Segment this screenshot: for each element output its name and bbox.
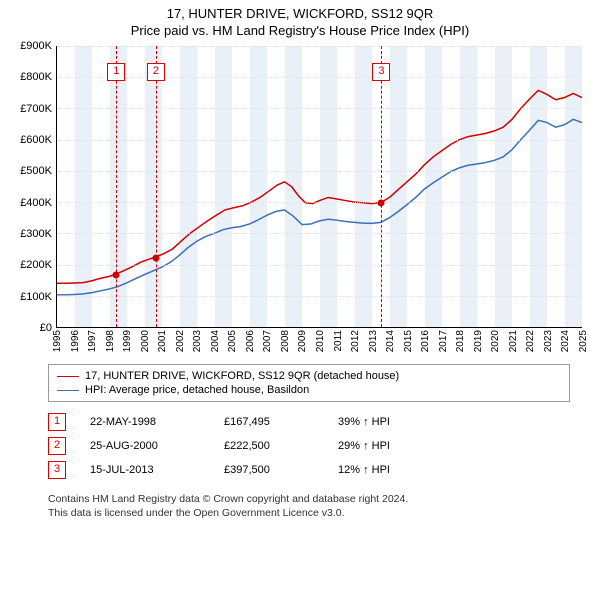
sale-dot <box>113 271 120 278</box>
x-tick-label: 2011 <box>333 330 344 352</box>
plot-area: 1 2 3 <box>56 46 582 328</box>
footnote-line: Contains HM Land Registry data © Crown c… <box>48 492 570 506</box>
x-tick-label: 2021 <box>508 330 519 352</box>
y-tick-label: £600K <box>8 134 52 146</box>
x-tick-label: 2009 <box>297 330 308 352</box>
gridline <box>57 46 582 47</box>
sale-date: 15-JUL-2013 <box>90 464 200 476</box>
x-tick-label: 2019 <box>473 330 484 352</box>
x-tick-label: 2018 <box>455 330 466 352</box>
sale-date: 25-AUG-2000 <box>90 440 200 452</box>
x-tick-label: 2006 <box>245 330 256 352</box>
gridline <box>57 171 582 172</box>
sale-index-box: 3 <box>48 461 66 479</box>
x-tick-label: 2016 <box>420 330 431 352</box>
x-tick-label: 2007 <box>262 330 273 352</box>
series-price_paid <box>57 90 582 283</box>
gridline <box>57 202 582 203</box>
sales-row: 2 25-AUG-2000 £222,500 29% ↑ HPI <box>48 434 570 458</box>
legend-item: 17, HUNTER DRIVE, WICKFORD, SS12 9QR (de… <box>57 369 561 383</box>
x-tick-label: 2017 <box>438 330 449 352</box>
sale-dot <box>378 199 385 206</box>
sale-price: £167,495 <box>224 416 314 428</box>
x-tick-label: 2013 <box>368 330 379 352</box>
x-tick-label: 2001 <box>157 330 168 352</box>
page-title: 17, HUNTER DRIVE, WICKFORD, SS12 9QR <box>0 6 600 21</box>
y-tick-label: £200K <box>8 259 52 271</box>
price-chart: £0 £100K £200K £300K £400K £500K £600K £700K £80… <box>8 46 588 356</box>
x-tick-label: 2002 <box>175 330 186 352</box>
sale-marker-line <box>116 46 117 327</box>
x-tick-label: 2015 <box>403 330 414 352</box>
y-tick-label: £800K <box>8 71 52 83</box>
footnote-line: This data is licensed under the Open Gov… <box>48 506 570 520</box>
gridline <box>57 140 582 141</box>
x-tick-label: 2023 <box>543 330 554 352</box>
x-axis: 1995199619971998199920002001200220032004… <box>56 328 582 356</box>
x-tick-label: 2020 <box>490 330 501 352</box>
y-tick-label: £500K <box>8 165 52 177</box>
sale-index-box: 1 <box>48 413 66 431</box>
x-tick-label: 2008 <box>280 330 291 352</box>
license-footnote: Contains HM Land Registry data © Crown c… <box>48 492 570 520</box>
page-subtitle: Price paid vs. HM Land Registry's House … <box>0 23 600 38</box>
y-tick-label: £400K <box>8 197 52 209</box>
sales-row: 3 15-JUL-2013 £397,500 12% ↑ HPI <box>48 458 570 482</box>
gridline <box>57 233 582 234</box>
x-tick-label: 2014 <box>385 330 396 352</box>
sale-price: £222,500 <box>224 440 314 452</box>
y-tick-label: £300K <box>8 228 52 240</box>
series-hpi <box>57 119 582 294</box>
sales-row: 1 22-MAY-1998 £167,495 39% ↑ HPI <box>48 410 570 434</box>
gridline <box>57 77 582 78</box>
x-tick-label: 2000 <box>140 330 151 352</box>
x-tick-label: 2004 <box>210 330 221 352</box>
x-tick-label: 2025 <box>578 330 589 352</box>
x-tick-label: 1995 <box>52 330 63 352</box>
legend-item: HPI: Average price, detached house, Basi… <box>57 383 561 397</box>
legend-swatch <box>57 390 79 391</box>
sales-table: 1 22-MAY-1998 £167,495 39% ↑ HPI 2 25-AUG-200… <box>48 410 570 482</box>
x-tick-label: 2022 <box>525 330 536 352</box>
x-tick-label: 2012 <box>350 330 361 352</box>
sale-dot <box>152 254 159 261</box>
gridline <box>57 296 582 297</box>
sale-marker-line <box>156 46 157 327</box>
sale-price: £397,500 <box>224 464 314 476</box>
x-tick-label: 1997 <box>87 330 98 352</box>
x-tick-label: 2010 <box>315 330 326 352</box>
x-tick-label: 1998 <box>105 330 116 352</box>
series-svg <box>57 46 582 327</box>
y-tick-label: £100K <box>8 291 52 303</box>
sale-marker-box: 3 <box>372 63 390 81</box>
y-tick-label: £700K <box>8 103 52 115</box>
y-tick-label: £0 <box>8 322 52 334</box>
gridline <box>57 265 582 266</box>
sale-index-box: 2 <box>48 437 66 455</box>
sale-marker-box: 1 <box>107 63 125 81</box>
x-tick-label: 2024 <box>560 330 571 352</box>
gridline <box>57 108 582 109</box>
legend-label: 17, HUNTER DRIVE, WICKFORD, SS12 9QR (de… <box>85 370 399 382</box>
sale-date: 22-MAY-1998 <box>90 416 200 428</box>
legend-label: HPI: Average price, detached house, Basi… <box>85 384 309 396</box>
sale-vs-hpi: 29% ↑ HPI <box>338 440 438 452</box>
legend-swatch <box>57 376 79 377</box>
sale-marker-line <box>381 46 382 327</box>
x-tick-label: 2003 <box>192 330 203 352</box>
sale-vs-hpi: 12% ↑ HPI <box>338 464 438 476</box>
y-axis: £0£100K£200K£300K£400K£500K£600K£700K£80… <box>8 46 56 328</box>
x-tick-label: 1996 <box>70 330 81 352</box>
y-tick-label: £900K <box>8 40 52 52</box>
sale-marker-box: 2 <box>147 63 165 81</box>
x-tick-label: 1999 <box>122 330 133 352</box>
sale-vs-hpi: 39% ↑ HPI <box>338 416 438 428</box>
x-tick-label: 2005 <box>227 330 238 352</box>
chart-legend: 17, HUNTER DRIVE, WICKFORD, SS12 9QR (de… <box>48 364 570 402</box>
